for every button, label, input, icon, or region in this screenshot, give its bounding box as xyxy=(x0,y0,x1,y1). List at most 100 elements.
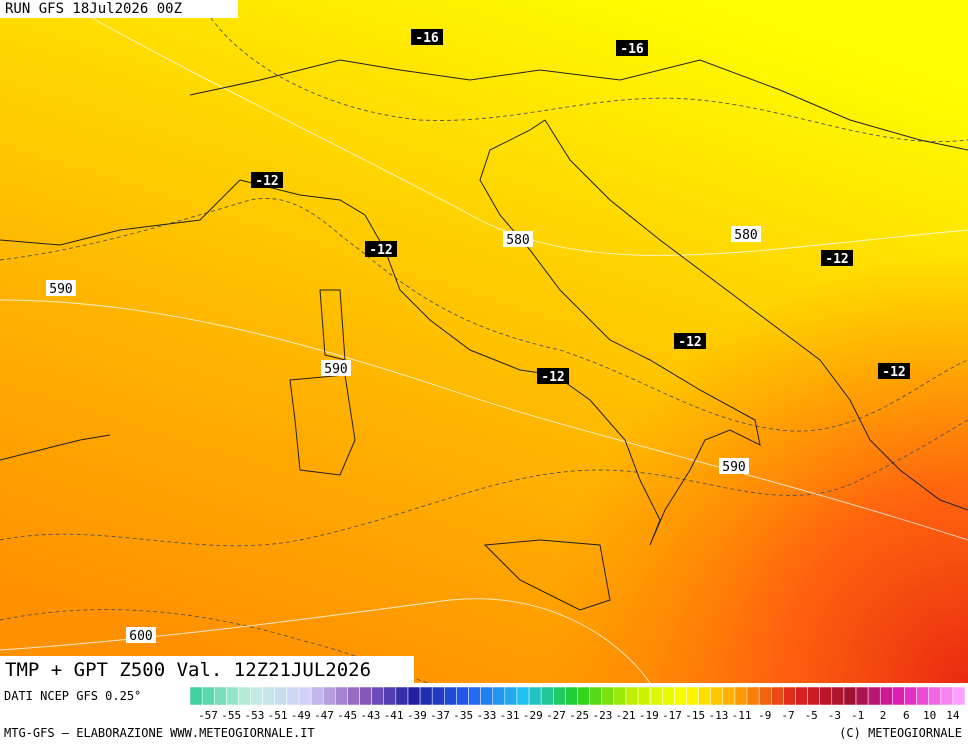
colorbar-label: -45 xyxy=(337,709,357,722)
colorbar-label: -3 xyxy=(828,709,841,722)
colorbar-label: -35 xyxy=(453,709,473,722)
isotherm xyxy=(0,198,968,432)
colorbar-swatch xyxy=(879,686,893,706)
height-label-box xyxy=(126,627,156,643)
colorbar-label: -37 xyxy=(430,709,450,722)
colorbar-swatch xyxy=(347,686,360,706)
temp-label-box xyxy=(251,172,283,188)
colorbar-swatch xyxy=(516,686,530,706)
colorbar-label: -11 xyxy=(732,709,752,722)
isotherm xyxy=(0,419,968,547)
colorbar-swatch xyxy=(322,686,336,706)
colorbar-swatch xyxy=(383,686,397,706)
height-label-box xyxy=(46,280,76,296)
colorbar-swatch xyxy=(940,686,954,706)
colorbar-swatch xyxy=(831,686,845,706)
map-area xyxy=(0,0,968,684)
colorbar-swatch xyxy=(771,686,784,706)
height-label: 590 xyxy=(49,282,72,297)
temp-label: -12 xyxy=(369,243,392,258)
sicily xyxy=(483,539,611,611)
colorbar-label: -19 xyxy=(639,709,659,722)
colorbar-label: 2 xyxy=(880,709,887,722)
colorbar-swatch xyxy=(419,686,433,706)
colorbar-swatch xyxy=(783,686,796,706)
colorbar-label: -57 xyxy=(198,709,218,722)
height-contour xyxy=(59,0,968,256)
height-label-box xyxy=(503,231,533,247)
colorbar-swatch xyxy=(565,686,578,706)
colorbar-swatch xyxy=(201,686,215,706)
colorbar-swatch xyxy=(904,686,917,706)
colorbar-swatch xyxy=(444,686,457,706)
colorbar-label: 10 xyxy=(923,709,936,722)
colorbar-swatch xyxy=(310,686,324,706)
italy-coast xyxy=(239,119,761,546)
colorbar-swatch xyxy=(431,686,445,706)
colorbar-swatch xyxy=(540,686,554,706)
height-label: 580 xyxy=(734,228,757,243)
height-contour xyxy=(0,598,651,684)
copyright: (C) METEOGIORNALE xyxy=(839,726,962,740)
colorbar-label: -47 xyxy=(314,709,334,722)
temp-label: -12 xyxy=(541,370,564,385)
temp-label-box xyxy=(365,241,397,257)
colorbar-swatch xyxy=(807,686,820,706)
colorbar-swatch xyxy=(480,686,493,706)
height-label-box xyxy=(719,458,749,474)
temp-label-box xyxy=(616,40,648,56)
colorbar-swatch xyxy=(589,686,602,706)
colorbar-swatch xyxy=(674,686,687,706)
colorbar-label: 14 xyxy=(946,709,960,722)
colorbar-label: -29 xyxy=(523,709,543,722)
temp-label-box xyxy=(674,333,706,349)
temp-label-box xyxy=(878,363,910,379)
balkan-coast xyxy=(544,119,968,511)
title-box xyxy=(0,656,414,683)
colorbar-label: -25 xyxy=(569,709,589,722)
colorbar-label: -39 xyxy=(407,709,427,722)
colorbar-swatch xyxy=(456,686,469,706)
colorbar-swatch xyxy=(867,686,881,706)
colorbar-swatch xyxy=(843,686,857,706)
height-label-box xyxy=(731,226,761,242)
colorbar-swatch xyxy=(795,686,808,706)
france-coast xyxy=(0,179,241,246)
colorbar-swatch xyxy=(359,686,372,706)
colorbar-swatch xyxy=(686,686,699,706)
colorbar-swatch xyxy=(226,686,239,706)
colorbar-swatch xyxy=(286,686,300,706)
colorbar-swatch xyxy=(528,686,542,706)
colorbar-label: -15 xyxy=(685,709,705,722)
source-label: DATI NCEP GFS 0.25° xyxy=(4,689,141,703)
colorbar-swatch xyxy=(395,686,409,706)
colorbar-swatch xyxy=(662,686,675,706)
colorbar-label: -1 xyxy=(851,709,864,722)
temp-label: -12 xyxy=(255,174,278,189)
colorbar-swatch xyxy=(492,686,506,706)
colorbar-swatch xyxy=(371,686,384,706)
colorbar-swatch xyxy=(710,686,724,706)
colorbar-swatch xyxy=(274,686,288,706)
credit: MTG-GFS — ELABORAZIONE WWW.METEOGIORNALE… xyxy=(4,726,315,740)
colorbar-label: -55 xyxy=(221,709,241,722)
colorbar-swatch xyxy=(637,686,651,706)
colorbar-swatch xyxy=(722,686,736,706)
colorbar-label: -21 xyxy=(616,709,636,722)
colorbar-label: -51 xyxy=(268,709,288,722)
colorbar-label: -7 xyxy=(781,709,794,722)
run-label: RUN GFS 18Jul2026 00Z xyxy=(5,1,182,17)
colorbar-swatch xyxy=(649,686,663,706)
height-label-box xyxy=(321,360,351,376)
height-label: 580 xyxy=(506,233,529,248)
temp-label-box xyxy=(537,368,569,384)
colorbar: -57 -55 -53 -51 -49 -47 -45 -43 -41 -39 -37 -35 -33-… xyxy=(189,686,966,722)
temp-label-box xyxy=(821,250,853,266)
colorbar-label: -5 xyxy=(805,709,818,722)
chart-title: TMP + GPT Z500 Val. 12Z21JUL2026 xyxy=(5,659,371,681)
colorbar-swatch xyxy=(625,686,639,706)
colorbar-label: -49 xyxy=(291,709,311,722)
colorbar-label: -13 xyxy=(708,709,728,722)
temp-label: -12 xyxy=(882,365,905,380)
